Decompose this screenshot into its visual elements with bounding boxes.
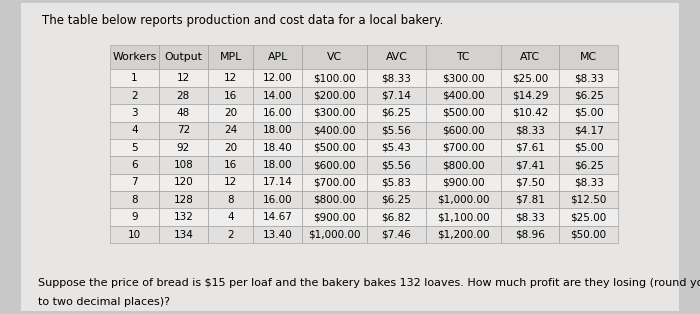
Text: Suppose the price of bread is $15 per loaf and the bakery bakes 132 loaves. How : Suppose the price of bread is $15 per lo…: [38, 278, 700, 288]
Text: to two decimal places)?: to two decimal places)?: [38, 297, 171, 307]
FancyBboxPatch shape: [21, 3, 679, 311]
Text: The table below reports production and cost data for a local bakery.: The table below reports production and c…: [42, 14, 443, 27]
